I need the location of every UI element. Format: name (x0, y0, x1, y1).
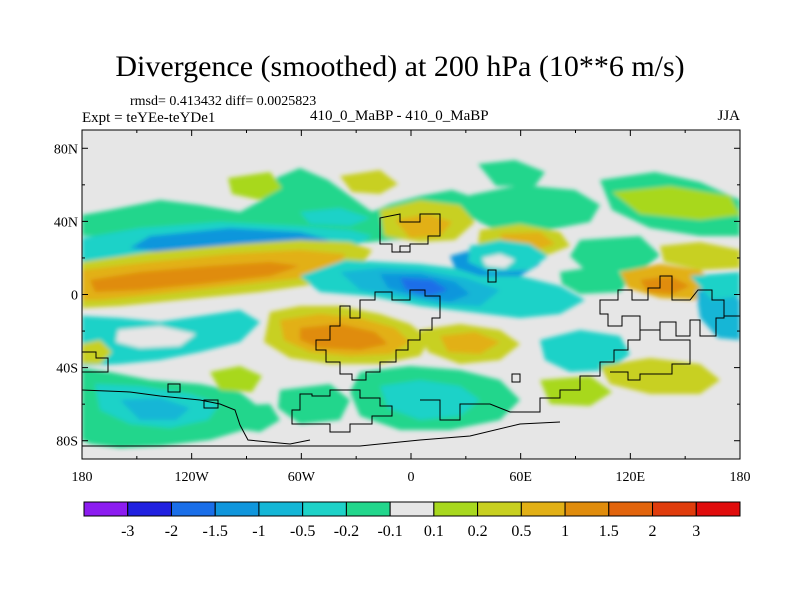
field-patch (300, 324, 388, 350)
coastlines (82, 213, 740, 447)
field-patch (340, 170, 398, 194)
field-patch (440, 332, 500, 354)
colorbar-label: -0.5 (290, 523, 315, 540)
colorbar-label: -1 (252, 523, 265, 540)
case-label: 410_0_MaBP - 410_0_MaBP (310, 108, 489, 124)
colorbar-box (345, 501, 391, 517)
colorbar-box (83, 501, 129, 517)
colorbar-box (652, 501, 697, 517)
colorbar-box (520, 501, 566, 517)
coastline-segment (511, 373, 521, 383)
y-tick-label: 40N (54, 215, 78, 230)
colorbar-box (170, 501, 216, 517)
y-tick-label: 0 (71, 289, 78, 304)
x-tick-label: 0 (408, 470, 415, 485)
colorbar: -3 -2 -1.5 -1 -0.5 -0.2 -0.1 0.1 0.2 0.5 1 1.5 2 3 (83, 501, 741, 540)
field-patch (690, 272, 740, 300)
coastline-segment (82, 351, 109, 373)
colorbar-box (477, 501, 522, 517)
x-tick-label: 180 (72, 470, 93, 485)
colorbar-label: 3 (692, 523, 700, 540)
rmsd-diff-stats: rmsd= 0.413432 diff= 0.0025823 (130, 94, 317, 109)
experiment-label: Expt = teYEe-teYDe1 (82, 110, 216, 126)
coastline-segment (315, 289, 441, 381)
field-patch (612, 186, 740, 220)
colorbar-label: 0.2 (468, 523, 488, 540)
x-tick-label: 120W (175, 470, 210, 485)
colorbar-label: -0.1 (377, 523, 402, 540)
field-patch (116, 326, 196, 348)
map-panel (81, 129, 741, 460)
field-patch (570, 236, 660, 272)
colorbar-box (695, 501, 741, 517)
coastline-segment (203, 399, 219, 409)
colorbar-box (302, 501, 347, 517)
x-axis: 180 120W 60W 0 60E 120E 180 (72, 130, 751, 485)
field-patch (400, 278, 448, 296)
field-patch (300, 208, 370, 226)
colorbar-box (389, 501, 435, 517)
field-patch (90, 262, 300, 292)
colorbar-box (608, 501, 654, 517)
coastline-segment (420, 329, 691, 421)
coastline-segment (82, 389, 311, 445)
field-patch (482, 254, 515, 268)
colorbar-box (433, 501, 479, 517)
colorbar-label: 2 (649, 523, 657, 540)
field-patch (210, 366, 262, 392)
field-patch (560, 266, 632, 294)
colorbar-label: -0.2 (334, 523, 359, 540)
colorbar-label: 1 (561, 523, 569, 540)
field-patch (120, 398, 190, 420)
x-tick-label: 120E (616, 470, 646, 485)
coastline-segment (82, 421, 561, 447)
field-patch (230, 404, 280, 432)
field-patch (660, 242, 740, 270)
x-tick-label: 60E (509, 470, 532, 485)
coastline-segment (167, 383, 181, 393)
colorbar-label: -1.5 (203, 523, 228, 540)
colorbar-box (564, 501, 610, 517)
y-axis: 80N 40N 0 40S 80S (54, 142, 740, 450)
x-tick-label: 180 (730, 470, 751, 485)
season-label: JJA (717, 108, 740, 124)
y-tick-label: 80S (56, 435, 78, 450)
coastline-segment (399, 245, 411, 253)
colorbar-box (127, 501, 172, 517)
field-patch (478, 160, 545, 186)
coastline-segment (599, 275, 725, 337)
colorbar-label: 0.5 (511, 523, 531, 540)
colorbar-label: 1.5 (599, 523, 619, 540)
coastline-segment (487, 269, 497, 283)
field-patch (470, 185, 600, 230)
x-tick-label: 60W (288, 470, 316, 485)
coastline-segment (379, 213, 441, 253)
coastline-segment (291, 389, 393, 433)
field-patch (278, 384, 350, 424)
field-patch (640, 276, 690, 294)
y-tick-label: 80N (54, 142, 78, 157)
colorbar-label: -3 (121, 523, 134, 540)
field-patch (696, 286, 740, 340)
field-patch (600, 358, 720, 394)
colorbar-box (258, 501, 304, 517)
field-patch (395, 214, 452, 238)
colorbar-label: -2 (165, 523, 178, 540)
field-patch (228, 172, 282, 200)
plot-title: Divergence (smoothed) at 200 hPa (10**6 … (115, 50, 685, 83)
colorbar-label: 0.1 (424, 523, 444, 540)
colorbar-box (214, 501, 260, 517)
y-tick-label: 40S (56, 362, 78, 377)
